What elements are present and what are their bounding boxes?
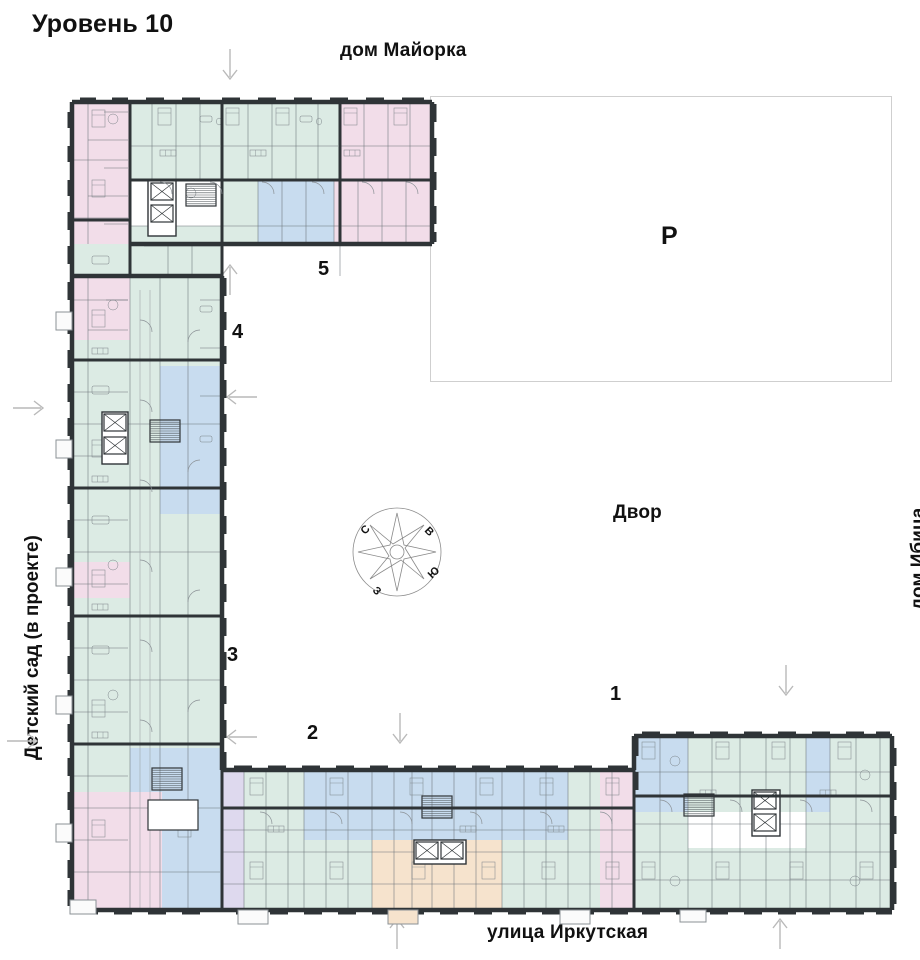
arrow-left-upper bbox=[224, 386, 258, 408]
section-number-1[interactable]: 1 bbox=[610, 683, 622, 705]
arrow-left-lower bbox=[224, 726, 258, 748]
unit-fills-east-wing bbox=[634, 736, 892, 910]
arrow-top-court-up bbox=[219, 262, 241, 296]
parking-area bbox=[430, 96, 892, 382]
section-number-2[interactable]: 2 bbox=[307, 722, 319, 744]
door-swings bbox=[139, 181, 873, 825]
arrow-top-center-down bbox=[219, 48, 241, 82]
arrow-bottom-court-mid-down bbox=[389, 712, 411, 746]
compass-rose: С В Ю З bbox=[352, 507, 442, 598]
arrow-bottom-court-right-down bbox=[775, 664, 797, 698]
parking-letter: P bbox=[661, 222, 678, 250]
core-west bbox=[101, 411, 181, 465]
core-south bbox=[413, 795, 467, 865]
arrow-kindergarten-upper-right bbox=[12, 397, 46, 419]
section-number-4[interactable]: 4 bbox=[232, 321, 244, 343]
section-number-3[interactable]: 3 bbox=[227, 644, 239, 666]
label-courtyard: Двор bbox=[613, 502, 662, 523]
page-title: Уровень 10 bbox=[32, 10, 174, 38]
core-east bbox=[683, 789, 781, 837]
label-bottom-street: улица Иркутская bbox=[487, 922, 649, 943]
core-west-lower bbox=[147, 767, 199, 831]
section-number-5[interactable]: 5 bbox=[318, 258, 330, 280]
unit-fills-north-wing bbox=[72, 102, 432, 276]
arrow-street-bottom-right-up bbox=[769, 916, 791, 950]
arrow-kindergarten-lower-right bbox=[6, 730, 40, 752]
unit-fills-west-wing bbox=[72, 276, 222, 910]
balconies bbox=[55, 311, 707, 925]
unit-fills-south-wing bbox=[222, 770, 634, 910]
label-top-street: дом Майорка bbox=[340, 40, 467, 61]
